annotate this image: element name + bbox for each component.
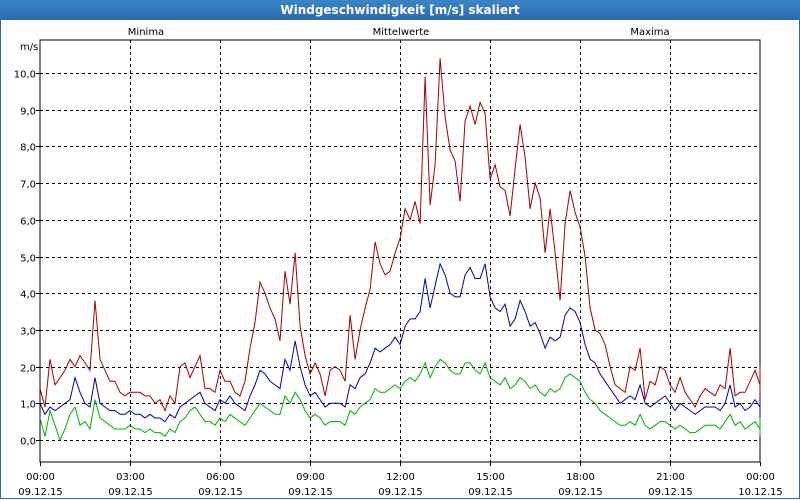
y-axis-labels: 0,0 1,0 2,0 3,0 4,0 5,0 6,0 7,0 8,0 9,0 10,0 — [14, 70, 36, 448]
y-tick-label: 10,0 — [14, 70, 36, 81]
x-tick-date: 09.12.15 — [198, 487, 243, 498]
y-tick-label: 2,0 — [20, 364, 36, 375]
legend-maxima: Maxima — [630, 27, 669, 38]
series-line-maxima — [39, 58, 761, 412]
x-tick-date: 10.12.15 — [738, 487, 783, 498]
y-tick-label: 1,0 — [20, 400, 36, 411]
series-line-minima — [39, 358, 761, 442]
x-tick-time: 09:00 — [296, 472, 325, 483]
series-lines — [39, 58, 761, 442]
y-tick-label: 6,0 — [20, 217, 36, 228]
x-axis-labels: 00:00 09.12.15 03:00 09.12.15 06:00 09.12.15 0… — [18, 472, 783, 498]
y-tick-label: 3,0 — [20, 327, 36, 338]
x-tick-time: 12:00 — [386, 472, 415, 483]
y-tick-label: 4,0 — [20, 290, 36, 301]
y-tick-label: 0,0 — [20, 437, 36, 448]
x-tick-time: 18:00 — [566, 472, 595, 483]
chart-title: Windgeschwindigkeit [m/s] skaliert — [0, 0, 800, 20]
x-tick-date: 09.12.15 — [468, 487, 513, 498]
x-tick-date: 09.12.15 — [378, 487, 423, 498]
x-tick-time: 00:00 — [746, 472, 775, 483]
x-tick-date: 09.12.15 — [288, 487, 333, 498]
x-tick-time: 15:00 — [476, 472, 505, 483]
x-tick-date: 09.12.15 — [108, 487, 153, 498]
y-tick-label: 5,0 — [20, 254, 36, 265]
y-tick-label: 7,0 — [20, 180, 36, 191]
y-tick-label: 9,0 — [20, 107, 36, 118]
x-tick-time: 06:00 — [206, 472, 235, 483]
x-tick-time: 00:00 — [26, 472, 55, 483]
x-tick-date: 09.12.15 — [18, 487, 63, 498]
grid — [36, 40, 761, 466]
x-tick-time: 21:00 — [656, 472, 685, 483]
y-axis-unit: m/s — [20, 42, 38, 53]
y-tick-label: 8,0 — [20, 143, 36, 154]
series-line-mittelwerte — [39, 262, 761, 423]
x-tick-date: 09.12.15 — [648, 487, 693, 498]
legend-mittelwerte: Mittelwerte — [373, 27, 430, 38]
x-tick-time: 03:00 — [116, 472, 145, 483]
x-tick-date: 09.12.15 — [558, 487, 603, 498]
legend-minima: Minima — [128, 27, 164, 38]
